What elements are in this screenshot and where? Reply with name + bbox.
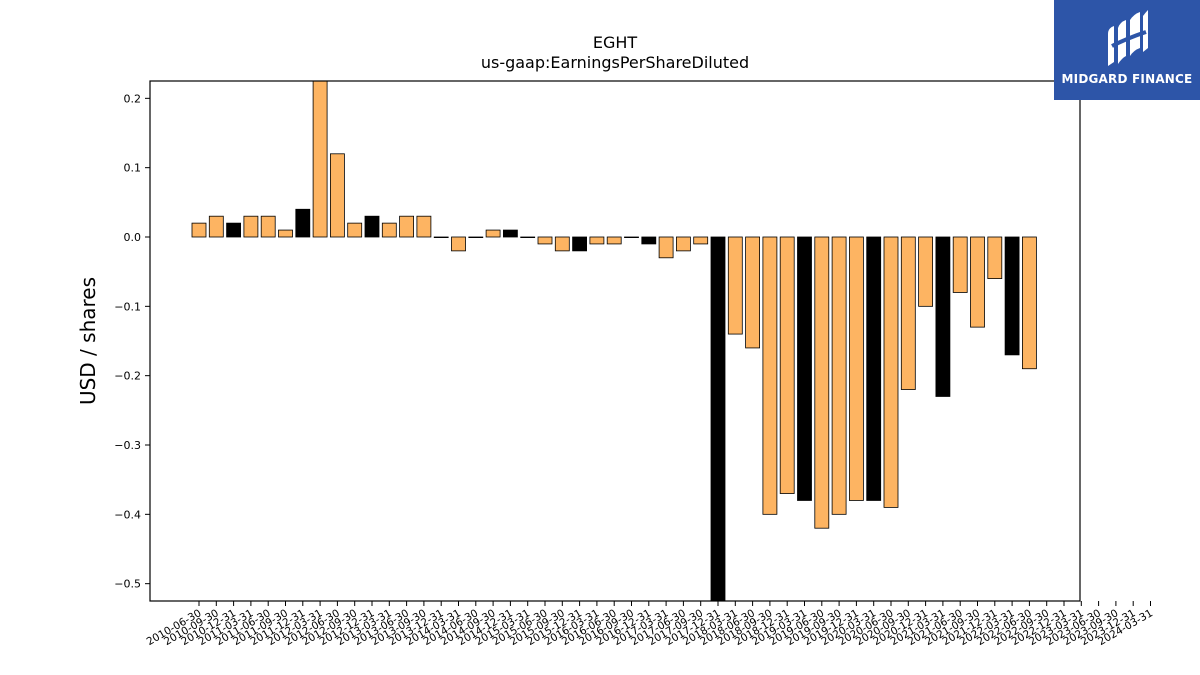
bar	[970, 236, 985, 328]
bar	[520, 236, 536, 239]
brand-logo: MIDGARD FINANCE	[1054, 0, 1200, 100]
bar	[416, 215, 432, 238]
bar	[278, 229, 293, 238]
bar	[554, 236, 570, 252]
bar	[572, 236, 587, 252]
bar	[641, 236, 657, 245]
bar	[952, 236, 968, 293]
bar	[537, 236, 553, 245]
bar	[243, 215, 259, 238]
bar	[433, 236, 449, 239]
bar	[312, 80, 328, 238]
x-axis-ticks: 2010-06-302010-09-302010-12-312011-03-31…	[145, 601, 1155, 648]
bar	[710, 236, 726, 602]
bar	[295, 208, 311, 238]
plot-frame	[149, 80, 1081, 602]
bar	[658, 236, 674, 259]
bar	[485, 229, 501, 238]
y-tick-label: −0.1	[114, 300, 141, 313]
bar	[502, 229, 518, 238]
bar	[814, 236, 830, 529]
bar	[1004, 236, 1020, 356]
bar	[676, 236, 691, 252]
bar	[191, 222, 207, 238]
bar	[624, 236, 639, 239]
y-tick-label: −0.5	[114, 578, 141, 591]
bar	[987, 236, 1003, 279]
y-axis-ticks: 0.2 0.1 0.0 −0.1 −0.2 −0.3 −0.4 −0.5	[114, 92, 150, 591]
y-axis-label: USD / shares	[76, 277, 100, 405]
bar	[900, 236, 916, 390]
bar	[762, 236, 778, 515]
bar	[589, 236, 605, 245]
bar	[208, 215, 224, 238]
bar	[468, 236, 484, 239]
bar	[831, 236, 847, 515]
bar	[381, 222, 397, 238]
bar	[693, 236, 709, 245]
bar	[329, 153, 345, 238]
bar	[451, 236, 466, 252]
bar	[606, 236, 622, 245]
bar-series	[191, 80, 1037, 602]
y-tick-label: 0.2	[124, 92, 142, 105]
chart-title: EGHT	[593, 33, 638, 52]
bar	[745, 236, 760, 349]
midgard-logo-icon	[1108, 10, 1148, 66]
bar	[1022, 236, 1037, 370]
bar	[347, 222, 363, 238]
chart-subtitle: us-gaap:EarningsPerShareDiluted	[481, 53, 749, 72]
y-tick-label: 0.1	[124, 162, 142, 175]
bar	[260, 215, 276, 238]
bar	[226, 222, 242, 238]
bar	[935, 236, 951, 397]
bar	[399, 215, 415, 238]
bar	[866, 236, 882, 501]
bar	[797, 236, 812, 501]
bar	[918, 236, 933, 307]
brand-name: MIDGARD FINANCE	[1061, 72, 1193, 86]
y-tick-label: −0.3	[114, 439, 141, 452]
y-tick-label: −0.2	[114, 370, 141, 383]
y-tick-label: −0.4	[114, 508, 141, 521]
bar	[849, 236, 864, 501]
y-tick-label: 0.0	[124, 231, 142, 244]
bar	[727, 236, 743, 335]
bar	[883, 236, 899, 508]
bar	[779, 236, 795, 494]
bar	[364, 215, 380, 238]
